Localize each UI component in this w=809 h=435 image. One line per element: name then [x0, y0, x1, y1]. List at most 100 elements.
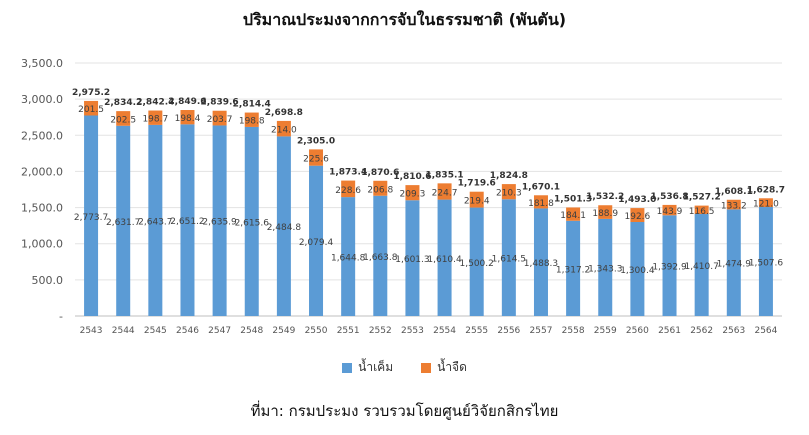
x-axis-ticks: 2543 2544 2545 2546 2547 2548 2549 2550 2551 2552… [80, 326, 778, 336]
label-total-2555: 1,719.6 [458, 179, 496, 189]
bar-freshwater-2543 [84, 100, 99, 116]
label-saltwater-2556: 1,614.5 [492, 255, 526, 265]
label-freshwater-2554: 224.7 [432, 188, 458, 198]
bar-freshwater-2560 [630, 208, 645, 222]
bar-freshwater-2545 [148, 110, 163, 125]
bar-saltwater-2564 [758, 207, 773, 316]
label-freshwater-2561: 143.9 [657, 207, 683, 217]
bar-freshwater-2550 [309, 149, 324, 166]
label-total-2552: 1,870.6 [361, 168, 399, 178]
label-total-2554: 1,835.1 [425, 170, 463, 180]
x-tick-label: 2561 [658, 326, 681, 336]
legend-swatch-saltwater [342, 362, 353, 373]
y-tick-label: 1,000.0 [21, 238, 63, 251]
y-tick-label: 3,500.0 [21, 57, 63, 70]
label-freshwater-2548: 198.8 [239, 117, 265, 127]
label-total-2563: 1,608.1 [715, 187, 753, 197]
chart-title: ปริมาณประมงจากการจับในธรรมชาติ (พันตัน) [242, 10, 567, 29]
bar-freshwater-2544 [116, 111, 131, 126]
label-freshwater-2560: 192.6 [625, 212, 651, 222]
label-total-2560: 1,493.0 [618, 195, 656, 205]
bar-saltwater-2561 [662, 215, 677, 316]
legend-label-freshwater: น้ำจืด [437, 360, 467, 374]
label-total-2547: 2,839.6 [201, 98, 239, 108]
label-freshwater-2545: 198.7 [142, 115, 168, 125]
bar-saltwater-2554 [437, 199, 452, 316]
label-freshwater-2563: 133.2 [721, 202, 747, 212]
label-total-2553: 1,810.6 [393, 172, 431, 182]
label-saltwater-2561: 1,392.9 [652, 263, 687, 273]
label-total-2550: 2,305.0 [297, 136, 335, 146]
label-saltwater-2543: 2,773.7 [74, 213, 108, 223]
x-tick-label: 2560 [626, 326, 649, 336]
data-labels: 2,773.7201.52,975.22,631.7202.52,834.22,… [72, 88, 785, 276]
x-tick-label: 2550 [305, 326, 328, 336]
bar-freshwater-2557 [533, 195, 548, 209]
bar-saltwater-2546 [180, 124, 195, 317]
label-total-2557: 1,670.1 [522, 182, 560, 192]
bar-freshwater-2553 [405, 185, 420, 201]
legend-swatch-freshwater [421, 362, 432, 373]
label-saltwater-2545: 2,643.7 [138, 217, 172, 227]
y-tick-label: 1,500.0 [21, 202, 63, 215]
label-saltwater-2558: 1,317.2 [556, 265, 590, 275]
label-saltwater-2551: 1,644.8 [331, 254, 366, 264]
label-saltwater-2557: 1,488.3 [524, 259, 558, 269]
label-saltwater-2552: 1,663.8 [363, 253, 398, 263]
bar-saltwater-2560 [630, 221, 645, 316]
x-tick-label: 2559 [594, 326, 617, 336]
label-freshwater-2550: 225.6 [303, 155, 329, 165]
label-saltwater-2550: 2,079.4 [299, 238, 334, 248]
label-freshwater-2552: 206.8 [367, 185, 393, 195]
bar-saltwater-2563 [726, 209, 741, 316]
x-tick-label: 2563 [722, 326, 745, 336]
x-tick-label: 2552 [369, 326, 392, 336]
label-freshwater-2558: 184.1 [560, 211, 586, 221]
y-tick-label: 3,000.0 [21, 93, 63, 106]
bar-freshwater-2552 [373, 180, 388, 196]
bar-freshwater-2548 [244, 112, 259, 127]
label-saltwater-2544: 2,631.7 [106, 218, 140, 228]
label-freshwater-2549: 214.0 [271, 126, 297, 136]
y-tick-label: 500.0 [32, 274, 64, 287]
bar-freshwater-2546 [180, 110, 195, 125]
bar-freshwater-2551 [341, 180, 356, 198]
label-total-2562: 1,527.2 [683, 193, 721, 203]
y-axis-ticks: - 500.0 1,000.0 1,500.0 2,000.0 2,500.0 3,000.… [21, 57, 63, 323]
label-total-2545: 2,842.4 [136, 98, 174, 108]
bar-saltwater-2550 [309, 165, 324, 316]
label-freshwater-2557: 181.8 [528, 199, 554, 209]
bar-freshwater-2559 [598, 205, 613, 219]
bar-saltwater-2559 [598, 218, 613, 316]
label-saltwater-2560: 1,300.4 [620, 266, 655, 276]
source-note: ที่มา: กรมประมง รวบรวมโดยศูนย์วิจัยกสิกร… [250, 402, 559, 420]
label-freshwater-2553: 209.3 [400, 190, 426, 200]
x-tick-label: 2556 [497, 326, 520, 336]
label-total-2559: 1,532.2 [586, 192, 624, 202]
x-tick-label: 2558 [562, 326, 585, 336]
bar-freshwater-2561 [662, 204, 677, 216]
label-freshwater-2556: 210.3 [496, 189, 522, 199]
y-tick-label: 2,500.0 [21, 129, 63, 142]
bar-saltwater-2547 [212, 125, 227, 316]
bar-freshwater-2563 [726, 199, 741, 210]
label-total-2543: 2,975.2 [72, 88, 110, 98]
label-saltwater-2562: 1,410.7 [684, 262, 718, 272]
bar-saltwater-2553 [405, 200, 420, 316]
x-tick-label: 2554 [433, 326, 456, 336]
label-freshwater-2555: 219.4 [464, 197, 490, 207]
x-tick-label: 2543 [80, 326, 103, 336]
label-freshwater-2559: 188.9 [592, 209, 618, 219]
label-freshwater-2547: 203.7 [207, 115, 233, 125]
label-freshwater-2564: 121.0 [753, 200, 779, 210]
legend-label-saltwater: น้ำเค็ม [358, 360, 394, 374]
bar-saltwater-2552 [373, 195, 388, 316]
bar-saltwater-2543 [84, 115, 99, 316]
bar-freshwater-2564 [758, 198, 773, 208]
bar-freshwater-2556 [501, 184, 516, 200]
bar-saltwater-2557 [533, 208, 548, 316]
bar-saltwater-2545 [148, 124, 163, 316]
label-total-2561: 1,536.8 [650, 192, 688, 202]
x-tick-label: 2544 [112, 326, 135, 336]
x-tick-label: 2549 [272, 326, 295, 336]
